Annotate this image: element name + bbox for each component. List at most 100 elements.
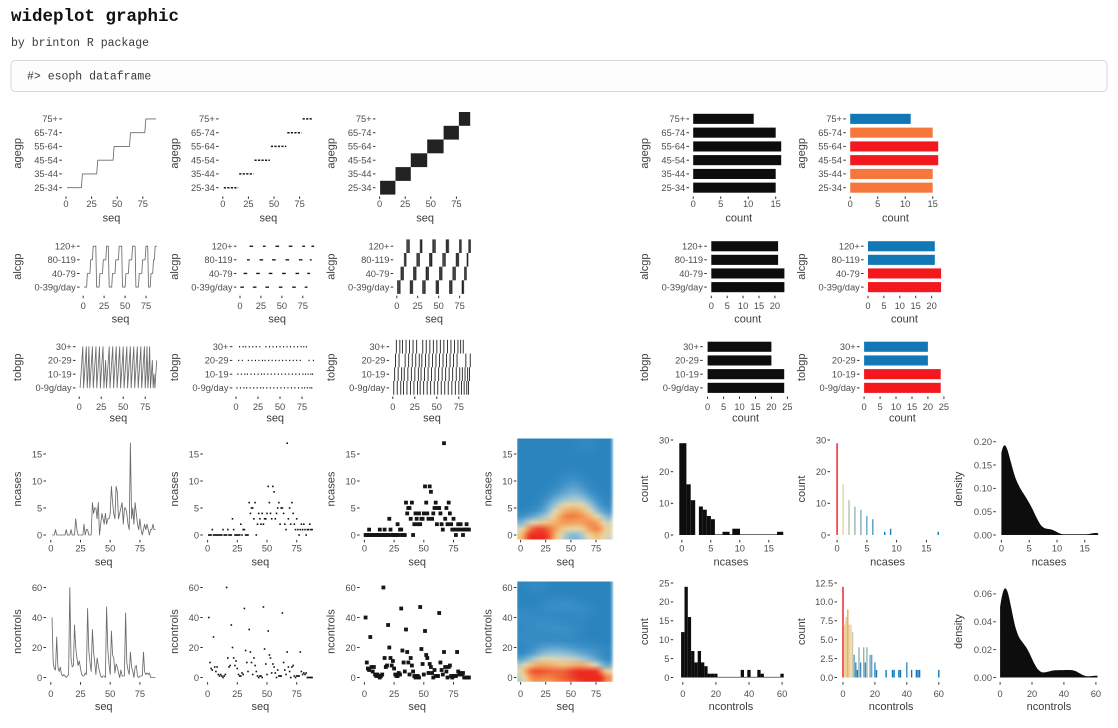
svg-text:by brinton R package: by brinton R package	[11, 37, 149, 50]
svg-text:0: 0	[848, 199, 853, 209]
svg-text:0: 0	[63, 199, 68, 209]
svg-text:20: 20	[870, 689, 880, 699]
svg-text:15: 15	[189, 449, 199, 459]
svg-text:50: 50	[426, 199, 436, 209]
svg-text:50: 50	[277, 301, 287, 311]
svg-text:ncases: ncases	[870, 557, 905, 569]
svg-text:20: 20	[816, 467, 826, 477]
svg-text:120+: 120+	[55, 242, 76, 252]
svg-text:seq: seq	[408, 557, 426, 569]
svg-text:75: 75	[135, 544, 145, 554]
svg-text:30: 30	[659, 435, 669, 445]
svg-text:tobgp: tobgp	[169, 354, 181, 382]
svg-text:0.06: 0.06	[974, 589, 992, 599]
svg-text:0: 0	[194, 673, 199, 683]
svg-text:0: 0	[705, 402, 710, 412]
svg-text:20: 20	[926, 301, 936, 311]
svg-text:seq: seq	[557, 557, 575, 569]
svg-text:ncases: ncases	[169, 471, 181, 506]
svg-text:15: 15	[921, 544, 931, 554]
svg-text:10: 10	[735, 544, 745, 554]
svg-text:seq: seq	[416, 212, 434, 224]
svg-text:ncases: ncases	[713, 557, 748, 569]
svg-text:25: 25	[86, 199, 96, 209]
svg-text:agegp: agegp	[796, 138, 808, 169]
svg-text:25: 25	[541, 689, 551, 699]
svg-text:ncontrols: ncontrols	[709, 701, 754, 713]
svg-text:15: 15	[754, 301, 764, 311]
svg-text:0: 0	[518, 544, 523, 554]
svg-text:density: density	[953, 471, 965, 506]
svg-text:20: 20	[1027, 689, 1037, 699]
svg-text:5: 5	[878, 402, 883, 412]
svg-text:75: 75	[591, 689, 601, 699]
svg-text:75: 75	[454, 402, 464, 412]
svg-text:50: 50	[105, 689, 115, 699]
svg-text:60: 60	[189, 583, 199, 593]
svg-text:10-19: 10-19	[832, 370, 856, 380]
svg-text:10: 10	[895, 301, 905, 311]
svg-text:0-39g/day: 0-39g/day	[818, 282, 860, 292]
svg-text:10: 10	[345, 476, 355, 486]
svg-text:0: 0	[664, 530, 669, 540]
svg-text:50: 50	[432, 402, 442, 412]
svg-text:75+: 75+	[669, 114, 685, 124]
svg-text:25: 25	[939, 402, 949, 412]
svg-text:120+: 120+	[368, 242, 389, 252]
svg-text:40: 40	[1059, 689, 1069, 699]
svg-text:0: 0	[362, 689, 367, 699]
svg-text:25-34: 25-34	[34, 183, 58, 193]
svg-text:0: 0	[351, 673, 356, 683]
svg-text:0.04: 0.04	[974, 617, 992, 627]
svg-text:10: 10	[816, 499, 826, 509]
svg-text:55-64: 55-64	[818, 142, 842, 152]
svg-text:5: 5	[37, 503, 42, 513]
svg-text:65-74: 65-74	[191, 128, 215, 138]
svg-text:seq: seq	[266, 412, 284, 424]
svg-text:0-9g/day: 0-9g/day	[36, 383, 73, 393]
svg-text:45-54: 45-54	[34, 156, 58, 166]
svg-text:0-39g/day: 0-39g/day	[191, 282, 233, 292]
svg-text:0: 0	[709, 301, 714, 311]
svg-text:80-119: 80-119	[48, 255, 76, 265]
svg-text:ncases: ncases	[1032, 557, 1067, 569]
svg-text:0: 0	[865, 301, 870, 311]
svg-text:alcgp: alcgp	[796, 253, 808, 279]
svg-text:10-19: 10-19	[362, 370, 386, 380]
svg-text:25-34: 25-34	[191, 183, 215, 193]
svg-text:wideplot graphic: wideplot graphic	[11, 7, 179, 27]
svg-text:50: 50	[120, 301, 130, 311]
svg-text:count: count	[734, 313, 761, 325]
svg-text:10: 10	[32, 476, 42, 486]
svg-text:65-74: 65-74	[34, 128, 58, 138]
svg-text:75+: 75+	[199, 114, 215, 124]
svg-text:0: 0	[835, 544, 840, 554]
svg-text:count: count	[796, 618, 808, 645]
svg-text:seq: seq	[112, 313, 130, 325]
svg-text:30+: 30+	[213, 342, 229, 352]
svg-text:#> esoph dataframe: #> esoph dataframe	[27, 71, 151, 84]
svg-text:20: 20	[770, 301, 780, 311]
svg-text:75: 75	[292, 544, 302, 554]
svg-text:45-54: 45-54	[191, 156, 215, 166]
svg-text:agegp: agegp	[639, 138, 651, 169]
svg-text:20-29: 20-29	[832, 356, 856, 366]
svg-text:20: 20	[711, 689, 721, 699]
svg-text:0: 0	[362, 544, 367, 554]
svg-text:50: 50	[566, 689, 576, 699]
svg-text:0: 0	[840, 689, 845, 699]
svg-text:50: 50	[419, 544, 429, 554]
svg-text:25: 25	[243, 199, 253, 209]
svg-text:25: 25	[253, 402, 263, 412]
svg-text:agegp: agegp	[326, 138, 338, 169]
svg-text:10: 10	[738, 301, 748, 311]
svg-text:20: 20	[659, 467, 669, 477]
svg-text:20: 20	[32, 643, 42, 653]
svg-text:ncontrols: ncontrols	[326, 609, 338, 654]
svg-text:alcgp: alcgp	[169, 253, 181, 279]
svg-text:25-34: 25-34	[348, 183, 372, 193]
svg-text:40: 40	[744, 689, 754, 699]
svg-text:25: 25	[659, 578, 669, 588]
svg-text:0.00: 0.00	[974, 673, 992, 683]
svg-text:seq: seq	[252, 701, 270, 713]
